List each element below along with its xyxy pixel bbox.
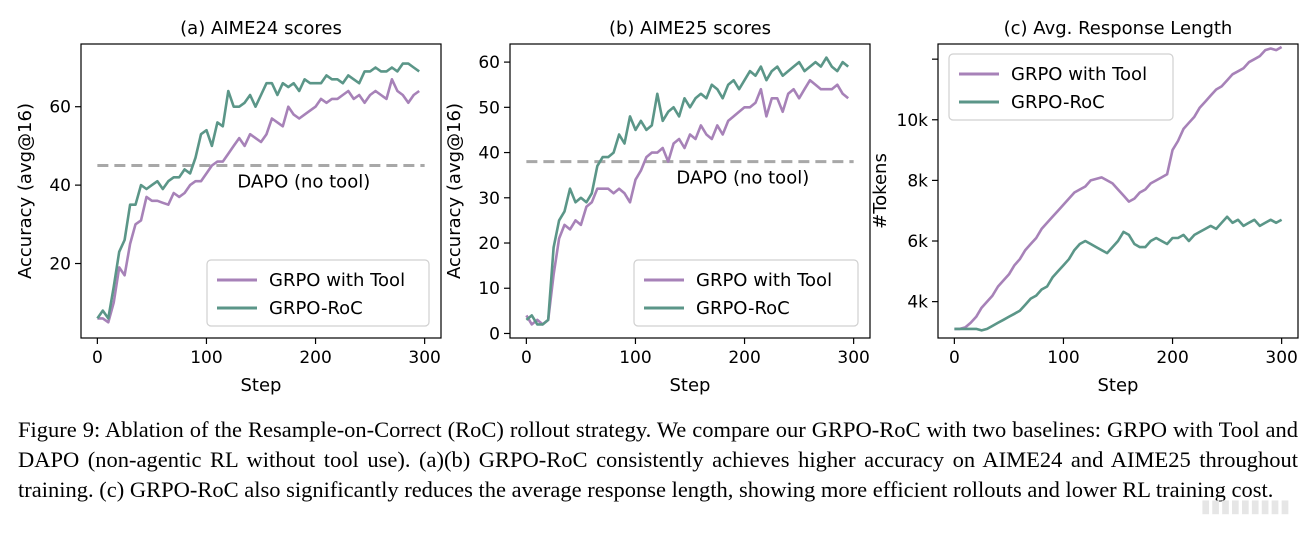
- x-tick-label: 100: [1047, 348, 1079, 368]
- legend: GRPO with Tool GRPO-RoC: [206, 259, 430, 327]
- y-tick-label: 60: [478, 53, 500, 73]
- legend-label: GRPO-RoC: [1011, 92, 1105, 113]
- reference-label: DAPO (no tool): [237, 172, 370, 193]
- x-tick-label: 0: [92, 348, 103, 368]
- x-tick-label: 300: [1265, 348, 1297, 368]
- legend-box: [206, 259, 430, 327]
- y-axis-label: Accuracy (avg@16): [15, 103, 36, 279]
- y-tick-label: 8k: [907, 171, 928, 191]
- legend-box: [948, 53, 1174, 121]
- chart-title: (c) Avg. Response Length: [1004, 18, 1233, 39]
- y-axis-label: #Tokens: [870, 153, 891, 229]
- x-tick-label: 100: [190, 348, 222, 368]
- figure-caption: Figure 9: Ablation of the Resample-on-Co…: [18, 417, 1298, 502]
- legend-box: [633, 259, 859, 327]
- y-tick-label: 20: [49, 255, 71, 275]
- series-line-grpo-roc: [954, 215, 1283, 332]
- chart-panel-2: (c) Avg. Response Length 0 100 200 300 4k 6k 8k…: [870, 18, 1299, 396]
- y-tick-label: 10k: [897, 111, 929, 131]
- x-tick-label: 300: [408, 348, 440, 368]
- legend: GRPO with Tool GRPO-RoC: [633, 259, 859, 327]
- plot-frame: [80, 43, 442, 339]
- series-line-grpo-with-tool: [954, 45, 1283, 331]
- series-line-grpo-with-tool: [525, 78, 850, 326]
- x-axis-label: Step: [1098, 375, 1139, 396]
- legend-label: GRPO-RoC: [269, 298, 363, 319]
- plot-frame: [937, 43, 1299, 339]
- x-tick-label: 100: [619, 348, 651, 368]
- chart-title: (a) AIME24 scores: [180, 18, 342, 39]
- x-tick-label: 200: [728, 348, 760, 368]
- y-tick-label: 30: [478, 189, 500, 209]
- series-line-grpo-roc: [96, 62, 420, 320]
- y-tick-label: 40: [478, 144, 500, 164]
- legend-label: GRPO with Tool: [696, 270, 832, 291]
- x-axis-label: Step: [670, 375, 711, 396]
- y-axis-label: Accuracy (avg@16): [444, 103, 465, 279]
- watermark: ▮▮▮▮▮▮▮▮▮: [1200, 496, 1290, 517]
- y-tick-label: 4k: [907, 293, 928, 313]
- legend-label: GRPO with Tool: [269, 270, 405, 291]
- x-tick-label: 200: [299, 348, 331, 368]
- plot-frame: [509, 43, 871, 339]
- series-line-grpo-with-tool: [97, 78, 420, 324]
- x-tick-label: 0: [949, 348, 960, 368]
- x-tick-label: 300: [837, 348, 869, 368]
- legend-label: GRPO-RoC: [696, 298, 790, 319]
- y-tick-label: 6k: [907, 232, 928, 252]
- x-tick-label: 0: [521, 348, 532, 368]
- series-line-grpo-roc: [525, 56, 850, 326]
- legend: GRPO with Tool GRPO-RoC: [948, 53, 1174, 121]
- chart-panel-0: (a) AIME24 scores DAPO (no tool) 0 100 200 30…: [15, 18, 442, 396]
- x-tick-label: 200: [1156, 348, 1188, 368]
- y-tick-label: 60: [49, 98, 71, 118]
- x-axis-label: Step: [241, 375, 282, 396]
- reference-label: DAPO (no tool): [676, 168, 809, 189]
- y-tick-label: 50: [478, 98, 500, 118]
- y-tick-label: 0: [489, 324, 500, 344]
- y-tick-label: 40: [49, 176, 71, 196]
- chart-title: (b) AIME25 scores: [609, 18, 771, 39]
- y-tick-label: 10: [478, 279, 500, 299]
- y-tick-label: 20: [478, 234, 500, 254]
- legend-label: GRPO with Tool: [1011, 64, 1147, 85]
